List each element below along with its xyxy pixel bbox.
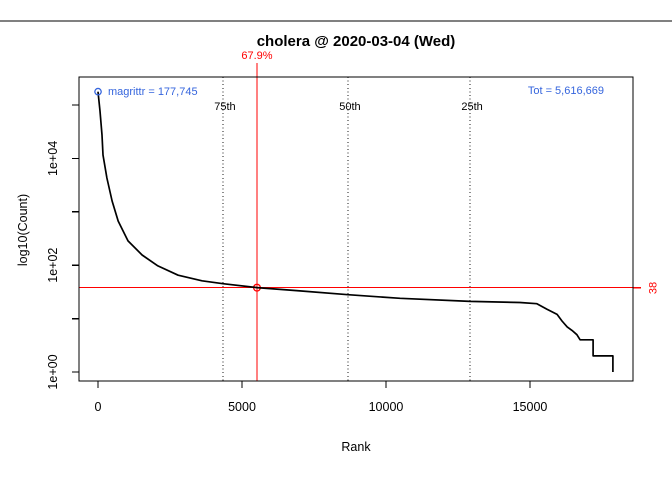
total-label: Tot = 5,616,669 [528,85,604,97]
y-tick-label: 1e+00 [46,354,60,389]
percentile-label: 75th [214,101,235,113]
x-tick-label: 15000 [513,400,548,414]
plot-box [78,76,634,382]
x-tick-label: 10000 [369,400,404,414]
top-package-marker [94,87,102,96]
curve [97,91,614,372]
percentile-label: 50th [339,101,360,113]
chart-title: cholera @ 2020-03-04 (Wed) [257,33,456,50]
x-axis-title: Rank [341,440,371,454]
y-tick-label: 1e+04 [46,141,60,176]
x-tick-label: 0 [95,400,102,414]
axes-group: 0 5000 10000 15000 1e+00 1e+02 1e+04 [46,104,548,414]
top-package-label: magrittr = 177,745 [108,86,198,98]
y-axis-title: log10(Count) [16,194,30,266]
percentile-lines-group: 75th 50th 25th [214,77,483,381]
threshold-label: 38 [648,282,660,294]
crosshair-group [79,63,641,381]
y-tick-label: 1e+02 [46,248,60,283]
curve-group [94,87,614,372]
percentile-label: 25th [461,101,482,113]
percent-label: 67.9% [241,50,272,62]
x-tick-label: 5000 [228,400,256,414]
